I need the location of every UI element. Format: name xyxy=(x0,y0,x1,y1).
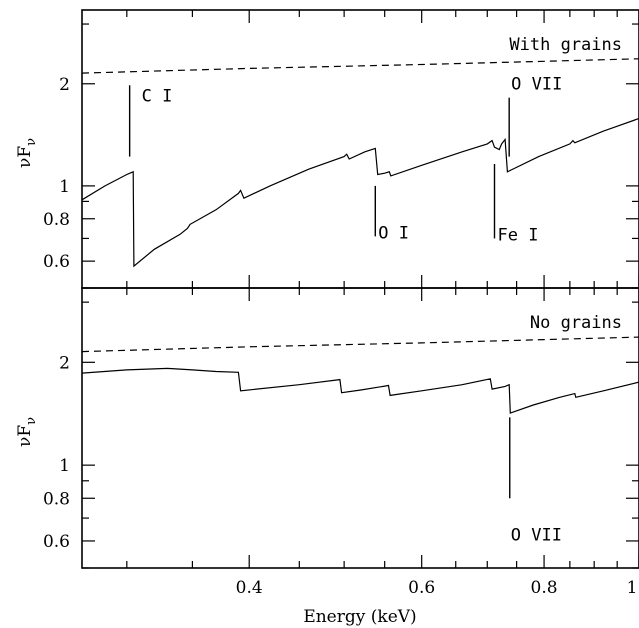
series-dashed-line xyxy=(81,58,639,74)
y-tick-label: 2 xyxy=(59,75,70,95)
series-solid-line xyxy=(81,367,639,414)
y-axis-label: νFν xyxy=(15,138,39,168)
edge-label: O I xyxy=(378,223,409,243)
panel-no-grains: 0.6 0.8 1 2 νFν No grains O VII xyxy=(15,287,639,569)
y-axis-label: νFν xyxy=(15,417,39,447)
edge-label: O VII xyxy=(511,75,562,95)
y-tick-label: 0.8 xyxy=(43,210,70,230)
y-tick-label: 0.6 xyxy=(43,532,70,552)
x-tick-label: 0.8 xyxy=(531,578,558,598)
y-tick-label: 1 xyxy=(59,456,70,476)
panel-with-grains: 0.6 0.8 1 2 νFν With grains C I O I Fe I O VII xyxy=(15,9,639,289)
panel-label: No grains xyxy=(530,313,622,333)
edge-label: Fe I xyxy=(497,225,538,245)
x-tick-label: 0.6 xyxy=(408,578,435,598)
x-axis-label: Energy (keV) xyxy=(303,607,416,627)
series-dashed-line xyxy=(81,336,639,353)
x-axis: 0.4 0.6 0.8 1 xyxy=(236,578,638,598)
x-tick-label: 1 xyxy=(627,578,638,598)
edge-label: C I xyxy=(142,86,173,106)
x-tick-label: 0.4 xyxy=(236,578,263,598)
panel-label: With grains xyxy=(509,35,622,55)
plot-frame xyxy=(81,287,639,569)
y-tick-label: 1 xyxy=(59,177,70,197)
y-tick-label: 0.6 xyxy=(43,252,70,272)
y-tick-label: 0.8 xyxy=(43,489,70,509)
series-solid-line xyxy=(81,117,639,268)
edge-label: O VII xyxy=(511,525,562,545)
y-tick-label: 2 xyxy=(59,353,70,373)
